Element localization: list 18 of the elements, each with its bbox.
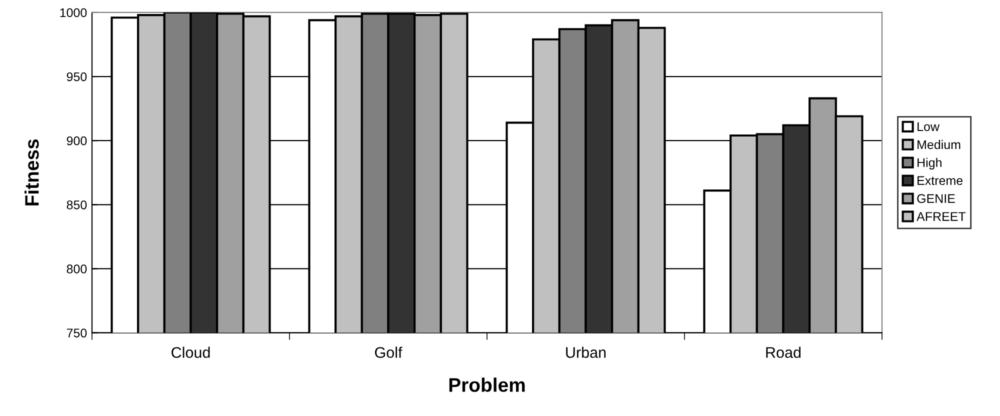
y-tick-label: 950 bbox=[66, 72, 87, 82]
y-tick-label: 1000 bbox=[60, 8, 87, 18]
x-tick-label: Urban bbox=[566, 346, 606, 358]
x-tick-label: Cloud bbox=[172, 346, 210, 358]
legend-label: AFREET bbox=[916, 212, 966, 221]
x-tick-label: Golf bbox=[375, 346, 402, 358]
y-axis-title: Fitness bbox=[24, 139, 39, 206]
legend-label: Extreme bbox=[918, 176, 963, 186]
x-axis-title: Problem bbox=[449, 378, 525, 392]
legend-label: Medium bbox=[918, 140, 960, 150]
y-tick-label: 900 bbox=[66, 136, 87, 146]
x-tick-label: Road bbox=[766, 346, 801, 358]
y-tick-label: 800 bbox=[66, 264, 87, 274]
legend-label: Low bbox=[918, 122, 940, 132]
y-tick-label: 850 bbox=[66, 200, 87, 210]
y-tick-label: 750 bbox=[66, 328, 87, 338]
legend-label: GENIE bbox=[917, 194, 955, 203]
legend-label: High bbox=[918, 158, 942, 170]
